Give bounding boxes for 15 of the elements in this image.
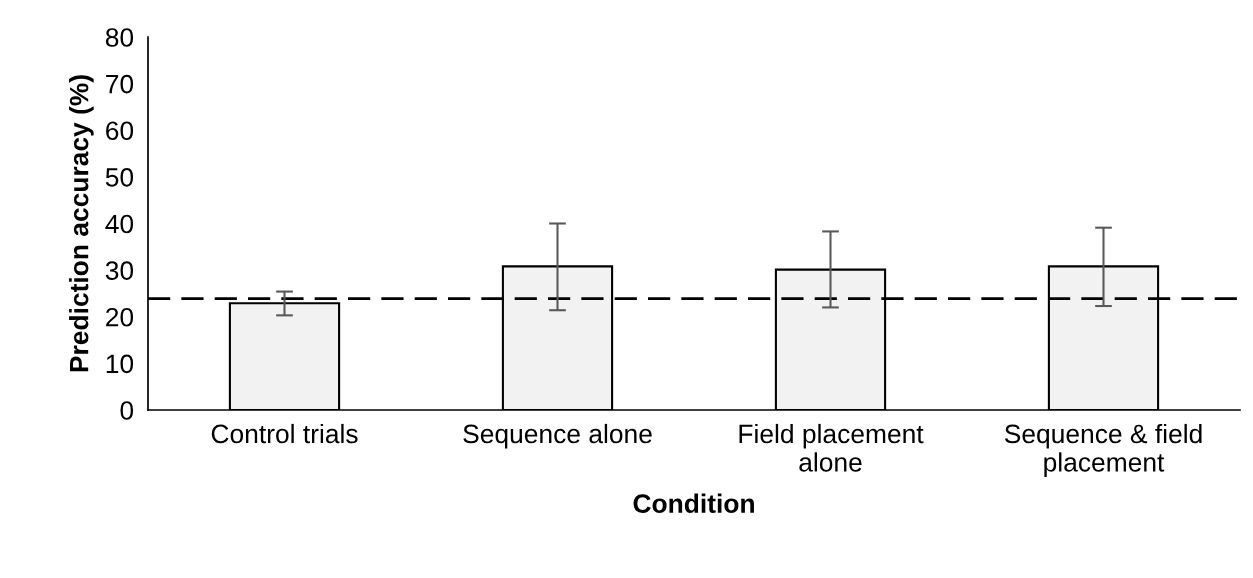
x-tick-label: Field placement alone (739, 423, 924, 472)
y-tick-label: 70 (106, 74, 134, 94)
y-tick-label: 0 (120, 401, 134, 420)
x-tick-label: Sequence & field placement (1004, 423, 1202, 477)
y-axis-title: Prediction accuracy (%) (69, 75, 94, 372)
y-tick-label: 50 (105, 168, 134, 187)
y-tick-label: 80 (105, 28, 134, 47)
x-axis-title: Condition (633, 493, 754, 513)
y-tick-label: 30 (105, 261, 134, 280)
x-tick-label: Control trials (211, 423, 358, 444)
y-tick-label: 60 (106, 121, 134, 141)
x-tick-label: Sequence alone (463, 423, 652, 449)
y-tick-label: 20 (106, 307, 134, 327)
y-tick-label: 40 (105, 214, 134, 234)
y-tick-label: 10 (106, 354, 134, 374)
